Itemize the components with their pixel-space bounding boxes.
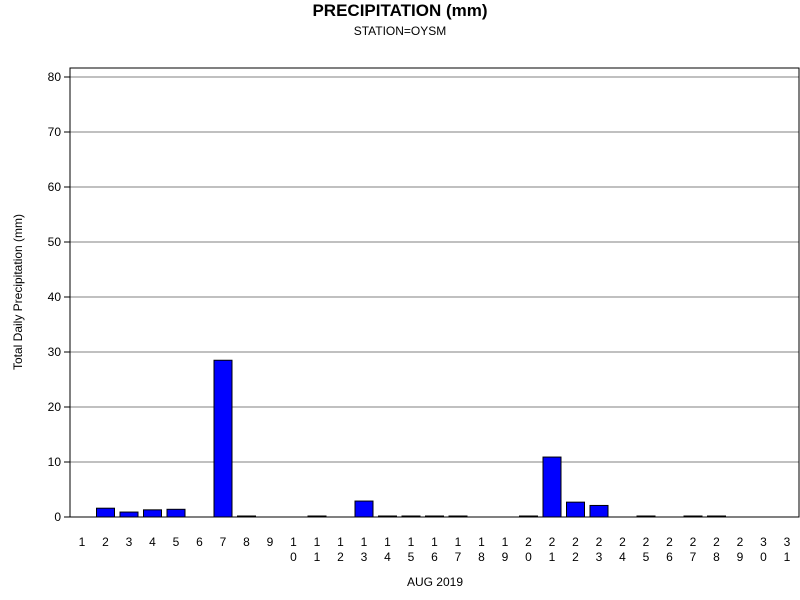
x-axis-label: AUG 2019	[407, 575, 463, 589]
bar	[143, 509, 162, 518]
x-tick-label: 1	[79, 535, 86, 549]
x-tick-label: 2	[102, 535, 109, 549]
y-tick-label: 0	[54, 510, 61, 524]
y-axis-label: Total Daily Precipitation (mm)	[11, 214, 25, 370]
bar	[119, 511, 139, 518]
bar	[589, 504, 609, 518]
x-tick-label: 4	[149, 535, 156, 549]
y-tick-label: 60	[48, 180, 62, 194]
y-tick-label: 10	[48, 455, 62, 469]
x-tick-label: 6	[196, 535, 203, 549]
y-tick-label: 50	[48, 235, 62, 249]
bar	[166, 508, 186, 518]
bar	[213, 359, 233, 518]
grid-lines	[70, 76, 799, 463]
y-tick-label: 30	[48, 345, 62, 359]
x-tick-label: 5	[173, 535, 180, 549]
bars	[96, 359, 726, 518]
chart-title: PRECIPITATION (mm)	[312, 1, 488, 20]
y-tick-label: 20	[48, 400, 62, 414]
bar	[96, 507, 115, 518]
bar	[354, 500, 374, 518]
x-tick-label: 3	[126, 535, 133, 549]
y-tick-label: 80	[48, 70, 62, 84]
chart-subtitle: STATION=OYSM	[353, 24, 447, 38]
x-tick-label: 7	[220, 535, 227, 549]
y-tick-label: 40	[48, 290, 62, 304]
x-tick-label: 9	[267, 535, 274, 549]
bar	[542, 456, 562, 518]
y-tick-label: 70	[48, 125, 62, 139]
bar	[566, 501, 585, 518]
x-tick-label: 8	[243, 535, 250, 549]
plot-frame	[69, 67, 800, 518]
